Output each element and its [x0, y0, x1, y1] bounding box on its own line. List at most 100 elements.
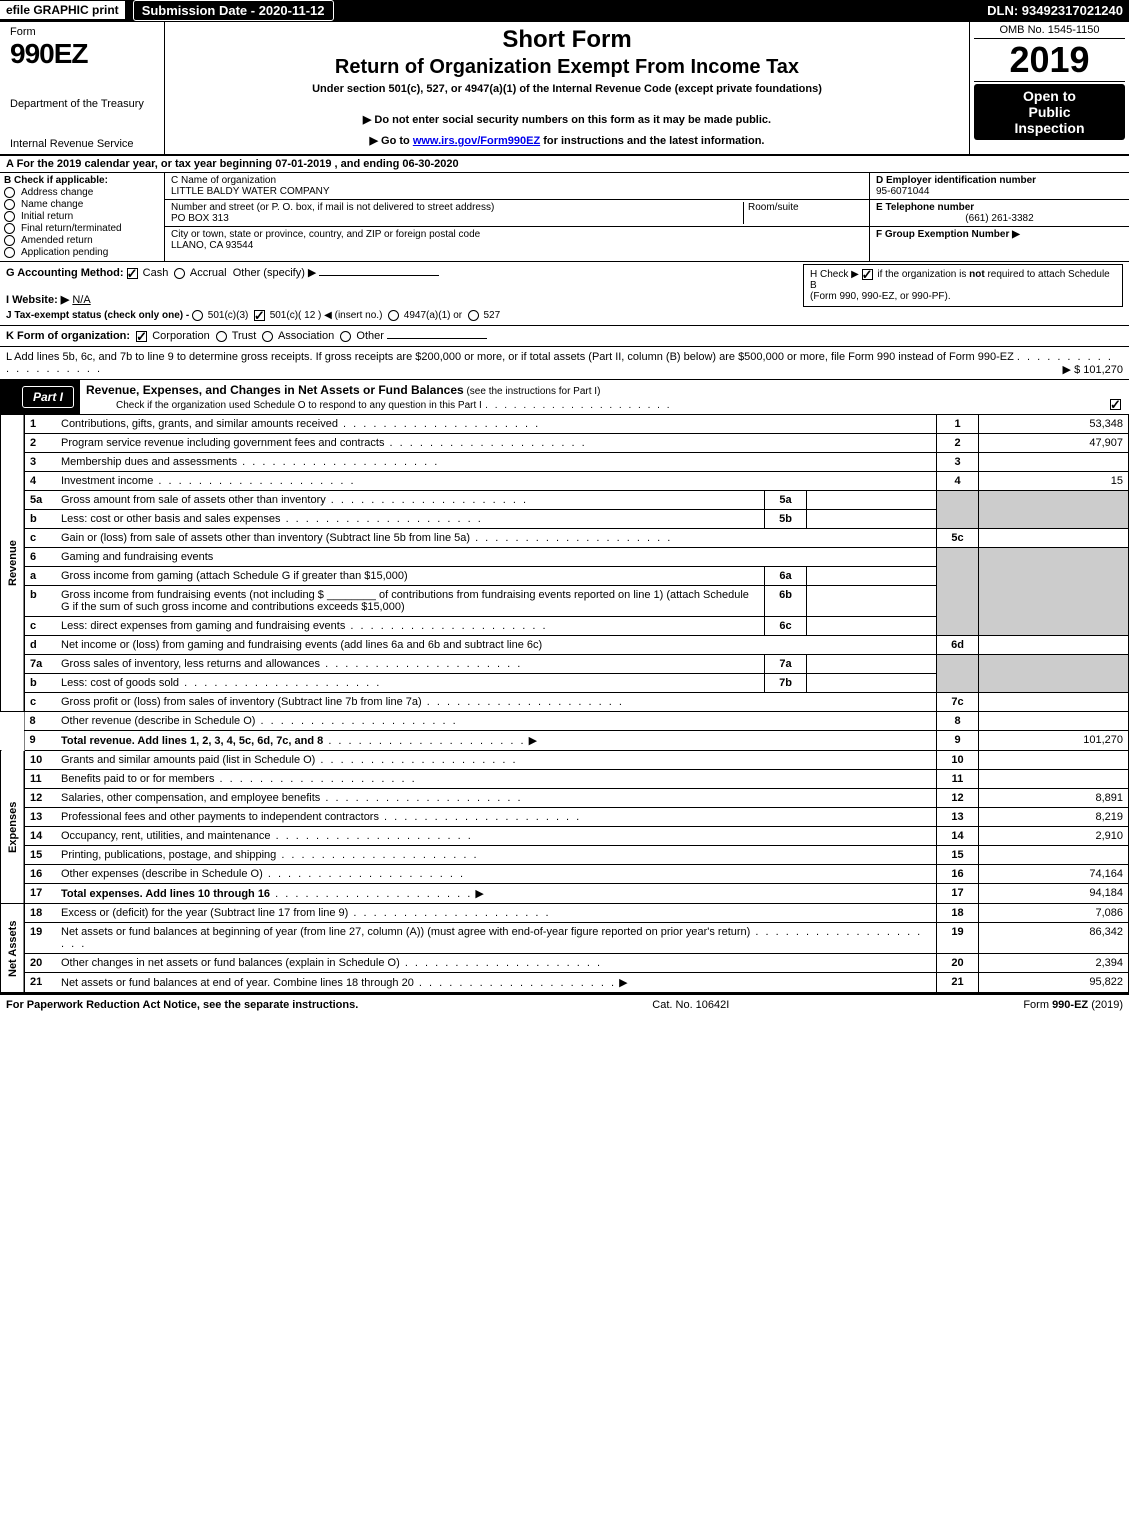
sub-numcol: 6a	[765, 567, 807, 586]
header-left: Form 990EZ Department of the Treasury In…	[0, 22, 165, 154]
line-value: 86,342	[979, 923, 1129, 954]
line-desc: Gross amount from sale of assets other t…	[61, 494, 326, 506]
g-cash-label: Cash	[143, 267, 169, 279]
table-row: 20 Other changes in net assets or fund b…	[1, 954, 1129, 973]
j-501c3-checkbox[interactable]	[192, 310, 203, 321]
phone-row: E Telephone number (661) 261-3382	[870, 200, 1129, 227]
line-value: 53,348	[979, 415, 1129, 434]
ghij-block: H Check ▶ if the organization is not req…	[0, 262, 1129, 326]
table-row: 19 Net assets or fund balances at beginn…	[1, 923, 1129, 954]
line-desc: Gross sales of inventory, less returns a…	[61, 658, 320, 670]
table-row: 4 Investment income 4 15	[1, 472, 1129, 491]
page-footer: For Paperwork Reduction Act Notice, see …	[0, 993, 1129, 1015]
shade-cell	[979, 491, 1129, 529]
sub-value	[807, 491, 937, 510]
line-desc: Less: cost of goods sold	[61, 677, 179, 689]
line-numcol: 13	[937, 808, 979, 827]
line-value	[979, 693, 1129, 712]
line-num: 11	[24, 770, 56, 789]
line-desc: Total revenue. Add lines 1, 2, 3, 4, 5c,…	[61, 735, 323, 747]
sub-numcol: 5b	[765, 510, 807, 529]
line-value: 101,270	[979, 731, 1129, 751]
line-value: 15	[979, 472, 1129, 491]
line-value	[979, 712, 1129, 731]
line-value: 74,164	[979, 865, 1129, 884]
line-num: c	[24, 529, 56, 548]
line-desc: Professional fees and other payments to …	[61, 811, 379, 823]
line-num: b	[24, 510, 56, 529]
line-num: 8	[24, 712, 56, 731]
table-row: 3 Membership dues and assessments 3	[1, 453, 1129, 472]
k-corp-checkbox[interactable]	[136, 331, 147, 342]
line-num: c	[24, 693, 56, 712]
g-other-input[interactable]	[319, 275, 439, 276]
k-trust-checkbox[interactable]	[216, 331, 227, 342]
h-box: H Check ▶ if the organization is not req…	[803, 264, 1123, 307]
line-num: 5a	[24, 491, 56, 510]
line-value: 2,910	[979, 827, 1129, 846]
revenue-sidelabel: Revenue	[1, 415, 25, 712]
j-4947-checkbox[interactable]	[388, 310, 399, 321]
line-desc: Salaries, other compensation, and employ…	[61, 792, 320, 804]
line-num: c	[24, 617, 56, 636]
g-cash-checkbox[interactable]	[127, 268, 138, 279]
open-line2: Public	[976, 104, 1123, 120]
check-application-pending[interactable]: Application pending	[4, 247, 160, 258]
line-numcol: 14	[937, 827, 979, 846]
line-desc: Occupancy, rent, utilities, and maintena…	[61, 830, 271, 842]
sub-value	[807, 510, 937, 529]
j-527-checkbox[interactable]	[468, 310, 479, 321]
table-row: Net Assets 18 Excess or (deficit) for th…	[1, 904, 1129, 923]
form-header: Form 990EZ Department of the Treasury In…	[0, 22, 1129, 156]
check-address-change[interactable]: Address change	[4, 187, 160, 198]
line-num: 10	[24, 751, 56, 770]
k-other-checkbox[interactable]	[340, 331, 351, 342]
check-final-return[interactable]: Final return/terminated	[4, 223, 160, 234]
l-text: L Add lines 5b, 6c, and 7b to line 9 to …	[6, 351, 1014, 363]
check-initial-return[interactable]: Initial return	[4, 211, 160, 222]
line-value: 2,394	[979, 954, 1129, 973]
line-value: 7,086	[979, 904, 1129, 923]
line-numcol: 10	[937, 751, 979, 770]
sub-numcol: 5a	[765, 491, 807, 510]
j-501c: 501(c)( 12 ) ◀ (insert no.)	[270, 310, 383, 321]
street-row: Number and street (or P. O. box, if mail…	[165, 200, 869, 227]
check-amended-return[interactable]: Amended return	[4, 235, 160, 246]
j-label: J Tax-exempt status (check only one) -	[6, 310, 189, 321]
line-value: 95,822	[979, 973, 1129, 993]
line-numcol: 5c	[937, 529, 979, 548]
col-c: C Name of organization LITTLE BALDY WATE…	[165, 173, 869, 261]
table-row: 5a Gross amount from sale of assets othe…	[1, 491, 1129, 510]
footer-mid: Cat. No. 10642I	[358, 999, 1023, 1011]
phone-value: (661) 261-3382	[876, 213, 1123, 224]
efile-print-button[interactable]: efile GRAPHIC print	[0, 1, 125, 19]
k-corp: Corporation	[152, 330, 209, 342]
line-desc: Gross income from fundraising events (no…	[61, 589, 749, 613]
org-name-row: C Name of organization LITTLE BALDY WATE…	[165, 173, 869, 200]
line-numcol: 19	[937, 923, 979, 954]
line-numcol: 8	[937, 712, 979, 731]
h-checkbox[interactable]	[862, 269, 873, 280]
group-exemption-row: F Group Exemption Number ▶	[870, 227, 1129, 242]
irs-link[interactable]: www.irs.gov/Form990EZ	[413, 135, 540, 147]
g-accrual-checkbox[interactable]	[174, 268, 185, 279]
h-text4: (Form 990, 990-EZ, or 990-PF).	[810, 291, 951, 302]
sub-value	[807, 617, 937, 636]
omb-number: OMB No. 1545-1150	[974, 24, 1125, 39]
org-name-label: C Name of organization	[171, 175, 863, 186]
sub-numcol: 6c	[765, 617, 807, 636]
shade-cell	[979, 655, 1129, 693]
line-desc: Less: cost or other basis and sales expe…	[61, 513, 281, 525]
k-assoc-checkbox[interactable]	[262, 331, 273, 342]
line-num: 6	[24, 548, 56, 567]
form-number: 990EZ	[10, 38, 158, 70]
line-value: 47,907	[979, 434, 1129, 453]
part1-schedule-o-checkbox[interactable]	[1110, 399, 1121, 410]
table-row: 2 Program service revenue including gove…	[1, 434, 1129, 453]
line-desc: Other changes in net assets or fund bala…	[61, 957, 400, 969]
j-501c-checkbox[interactable]	[254, 310, 265, 321]
line-desc: Net assets or fund balances at beginning…	[61, 926, 750, 938]
check-name-change[interactable]: Name change	[4, 199, 160, 210]
sub-value	[807, 674, 937, 693]
k-other-input[interactable]	[387, 338, 487, 339]
